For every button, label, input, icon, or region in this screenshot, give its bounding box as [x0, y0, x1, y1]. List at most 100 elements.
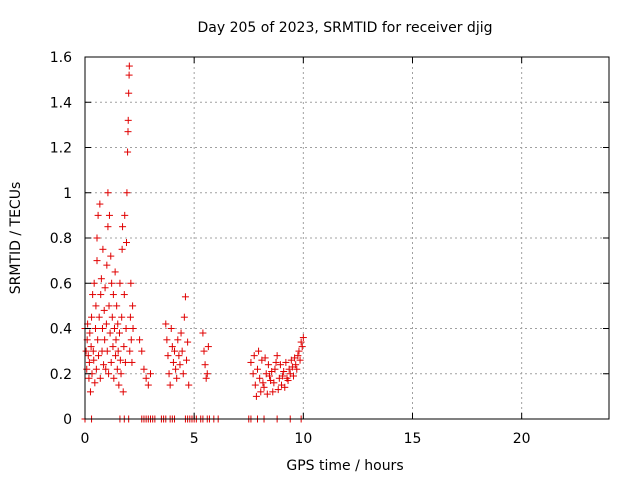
- data-point: [112, 336, 120, 344]
- data-point: [272, 358, 280, 366]
- data-point: [273, 352, 281, 360]
- data-point: [285, 365, 293, 373]
- data-point: [113, 365, 121, 373]
- data-point: [168, 343, 176, 351]
- data-point: [90, 279, 98, 287]
- data-point: [105, 302, 113, 310]
- y-tick-label: 1.2: [50, 141, 72, 157]
- data-point: [200, 347, 208, 355]
- y-tick-label: 0.6: [50, 276, 72, 292]
- data-point: [125, 89, 133, 97]
- data-point: [165, 370, 173, 378]
- data-point: [171, 347, 179, 355]
- x-tick-label: 0: [81, 431, 90, 447]
- x-tick-label: 20: [513, 431, 531, 447]
- data-point: [256, 374, 264, 382]
- data-point: [129, 325, 137, 332]
- data-point: [257, 388, 265, 396]
- data-point: [102, 320, 110, 328]
- data-point: [249, 370, 257, 378]
- data-point: [120, 291, 128, 299]
- data-point: [176, 361, 184, 369]
- data-point: [104, 223, 112, 231]
- data-point: [124, 128, 132, 136]
- data-point: [118, 245, 126, 253]
- grid: [85, 57, 609, 419]
- data-point: [84, 352, 92, 360]
- data-point: [279, 372, 287, 380]
- axis-ticks: 0 0.2 0.4 0.6 0.8 1 1.2 1.4 1.6 0 5 10 15 20: [50, 50, 609, 447]
- data-point: [91, 325, 99, 332]
- data-point: [123, 189, 131, 197]
- data-point: [102, 365, 110, 373]
- data-point: [263, 390, 271, 398]
- data-point: [174, 336, 182, 344]
- data-point: [116, 279, 124, 287]
- data-point: [95, 313, 103, 321]
- data-point: [253, 365, 261, 373]
- data-point: [298, 343, 306, 351]
- data-point: [98, 325, 106, 332]
- data-point: [93, 234, 101, 242]
- y-axis-label: SRMTID / TECUs: [8, 182, 24, 295]
- data-point: [114, 320, 122, 328]
- data-point: [118, 313, 126, 321]
- data-point: [250, 352, 258, 360]
- data-point: [105, 211, 113, 219]
- data-point: [126, 347, 134, 355]
- data-point: [125, 71, 133, 79]
- x-axis-label: GPS time / hours: [286, 458, 403, 474]
- data-point: [100, 361, 108, 369]
- data-point: [162, 320, 170, 328]
- data-point: [287, 356, 295, 364]
- data-point: [110, 374, 118, 382]
- data-point: [280, 367, 288, 375]
- x-tick-label: 15: [404, 431, 422, 447]
- data-point: [94, 211, 102, 219]
- data-point: [115, 329, 123, 337]
- data-point: [255, 347, 263, 355]
- data-point: [178, 347, 186, 355]
- data-point: [136, 336, 144, 344]
- data-point: [181, 293, 189, 301]
- data-point: [129, 302, 137, 310]
- data-point: [92, 365, 100, 373]
- data-point: [247, 358, 255, 366]
- data-point: [97, 291, 105, 299]
- data-point: [101, 336, 109, 344]
- data-point: [116, 356, 124, 364]
- data-point: [296, 356, 304, 364]
- data-point: [92, 302, 100, 310]
- data-point: [144, 381, 152, 389]
- data-point: [125, 62, 133, 70]
- data-point: [268, 367, 276, 375]
- data-point: [109, 291, 117, 299]
- data-point: [108, 313, 116, 321]
- data-point: [283, 374, 291, 382]
- data-point: [126, 313, 134, 321]
- data-point: [103, 261, 111, 269]
- data-point: [90, 356, 98, 364]
- data-point: [86, 388, 94, 396]
- data-point: [297, 338, 305, 346]
- data-point: [96, 200, 104, 208]
- data-point: [183, 356, 191, 364]
- y-tick-label: 1: [63, 186, 72, 202]
- data-point: [124, 116, 132, 124]
- data-point: [107, 358, 115, 366]
- x-tick-label: 5: [190, 431, 199, 447]
- data-point: [261, 354, 269, 362]
- y-tick-label: 1.4: [50, 95, 72, 111]
- data-point: [142, 374, 150, 382]
- data-point: [175, 352, 183, 360]
- data-point: [270, 379, 278, 387]
- data-point: [87, 343, 95, 351]
- data-point: [112, 352, 120, 360]
- data-point: [109, 343, 117, 351]
- data-point: [82, 347, 90, 355]
- data-point: [91, 379, 99, 387]
- chart-title: Day 205 of 2023, SRMTID for receiver dji…: [198, 20, 493, 36]
- data-point: [167, 325, 175, 332]
- data-point: [121, 211, 129, 219]
